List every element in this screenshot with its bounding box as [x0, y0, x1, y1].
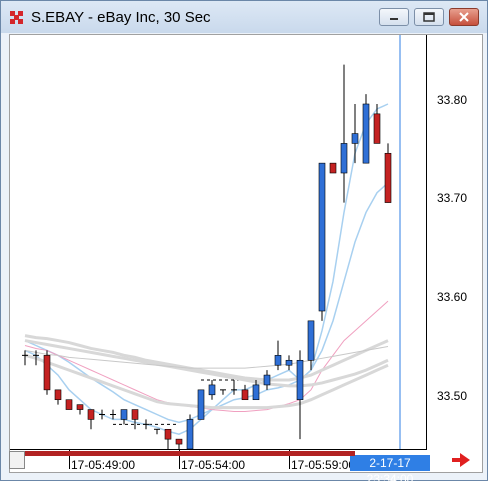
- restore-icon: [423, 12, 435, 22]
- x-tick-label: 17-05:49:00: [71, 458, 136, 472]
- candle-down: [164, 428, 172, 440]
- moving-average-line: [24, 339, 389, 388]
- candle-down: [241, 389, 249, 401]
- candle-up: [318, 162, 326, 312]
- candle-up: [340, 143, 348, 174]
- scroll-right-arrow-stem[interactable]: [452, 458, 461, 462]
- restore-button[interactable]: [414, 8, 444, 26]
- candle-up: [307, 320, 315, 361]
- candle-up: [296, 359, 304, 401]
- candle-down: [87, 409, 95, 420]
- moving-average-line: [24, 353, 389, 410]
- price-chart[interactable]: [10, 35, 482, 472]
- candle-up: [252, 384, 260, 401]
- title-bar[interactable]: S.EBAY - eBay Inc, 30 Sec: [1, 1, 487, 33]
- candle-down: [175, 438, 183, 445]
- candle-down: [76, 404, 84, 410]
- y-tick-label: 33.50: [437, 389, 468, 403]
- candle-down: [65, 399, 73, 410]
- candle-up: [120, 409, 128, 420]
- time-scrollbar[interactable]: [9, 451, 466, 469]
- x-tick-label: 17-05:59:00: [291, 458, 356, 472]
- y-tick-label: 33.60: [437, 290, 468, 304]
- chart-area[interactable]: 33.80 33.70 33.60 33.50 17-05:49:00 17-0…: [9, 34, 483, 486]
- candle-down: [43, 355, 51, 391]
- candle-down: [384, 152, 392, 203]
- moving-average-line: [24, 103, 389, 436]
- minimize-button[interactable]: [379, 8, 409, 26]
- candle-down: [54, 389, 62, 401]
- y-tick-label: 33.70: [437, 191, 468, 205]
- close-icon: [459, 12, 469, 22]
- close-button[interactable]: [449, 8, 479, 26]
- candle-up: [362, 103, 370, 164]
- x-tick: [289, 450, 290, 469]
- moving-average-line: [24, 182, 389, 424]
- candle-up: [197, 389, 205, 420]
- candle-down: [373, 113, 381, 144]
- moving-average-line: [24, 334, 389, 382]
- candle-up: [186, 419, 194, 450]
- candle-up: [263, 374, 271, 386]
- y-tick-label: 33.80: [437, 93, 468, 107]
- scroll-thumb[interactable]: [9, 451, 25, 469]
- app-logo-icon: [10, 11, 24, 24]
- scroll-track[interactable]: [25, 451, 355, 456]
- plot-frame: [10, 35, 427, 450]
- candle-down: [329, 162, 337, 174]
- candle-up: [274, 355, 282, 366]
- candle-up: [351, 133, 359, 144]
- scroll-right-arrow-icon[interactable]: [460, 453, 470, 467]
- window-title: S.EBAY - eBay Inc, 30 Sec: [31, 9, 211, 26]
- x-tick: [69, 450, 70, 469]
- minimize-icon: [390, 18, 398, 20]
- candle-up: [208, 384, 216, 396]
- x-tick-label: 17-05:54:00: [181, 458, 246, 472]
- moving-average-line: [24, 345, 389, 369]
- candle-up: [285, 359, 293, 366]
- x-tick: [179, 450, 180, 469]
- candle-down: [131, 409, 139, 420]
